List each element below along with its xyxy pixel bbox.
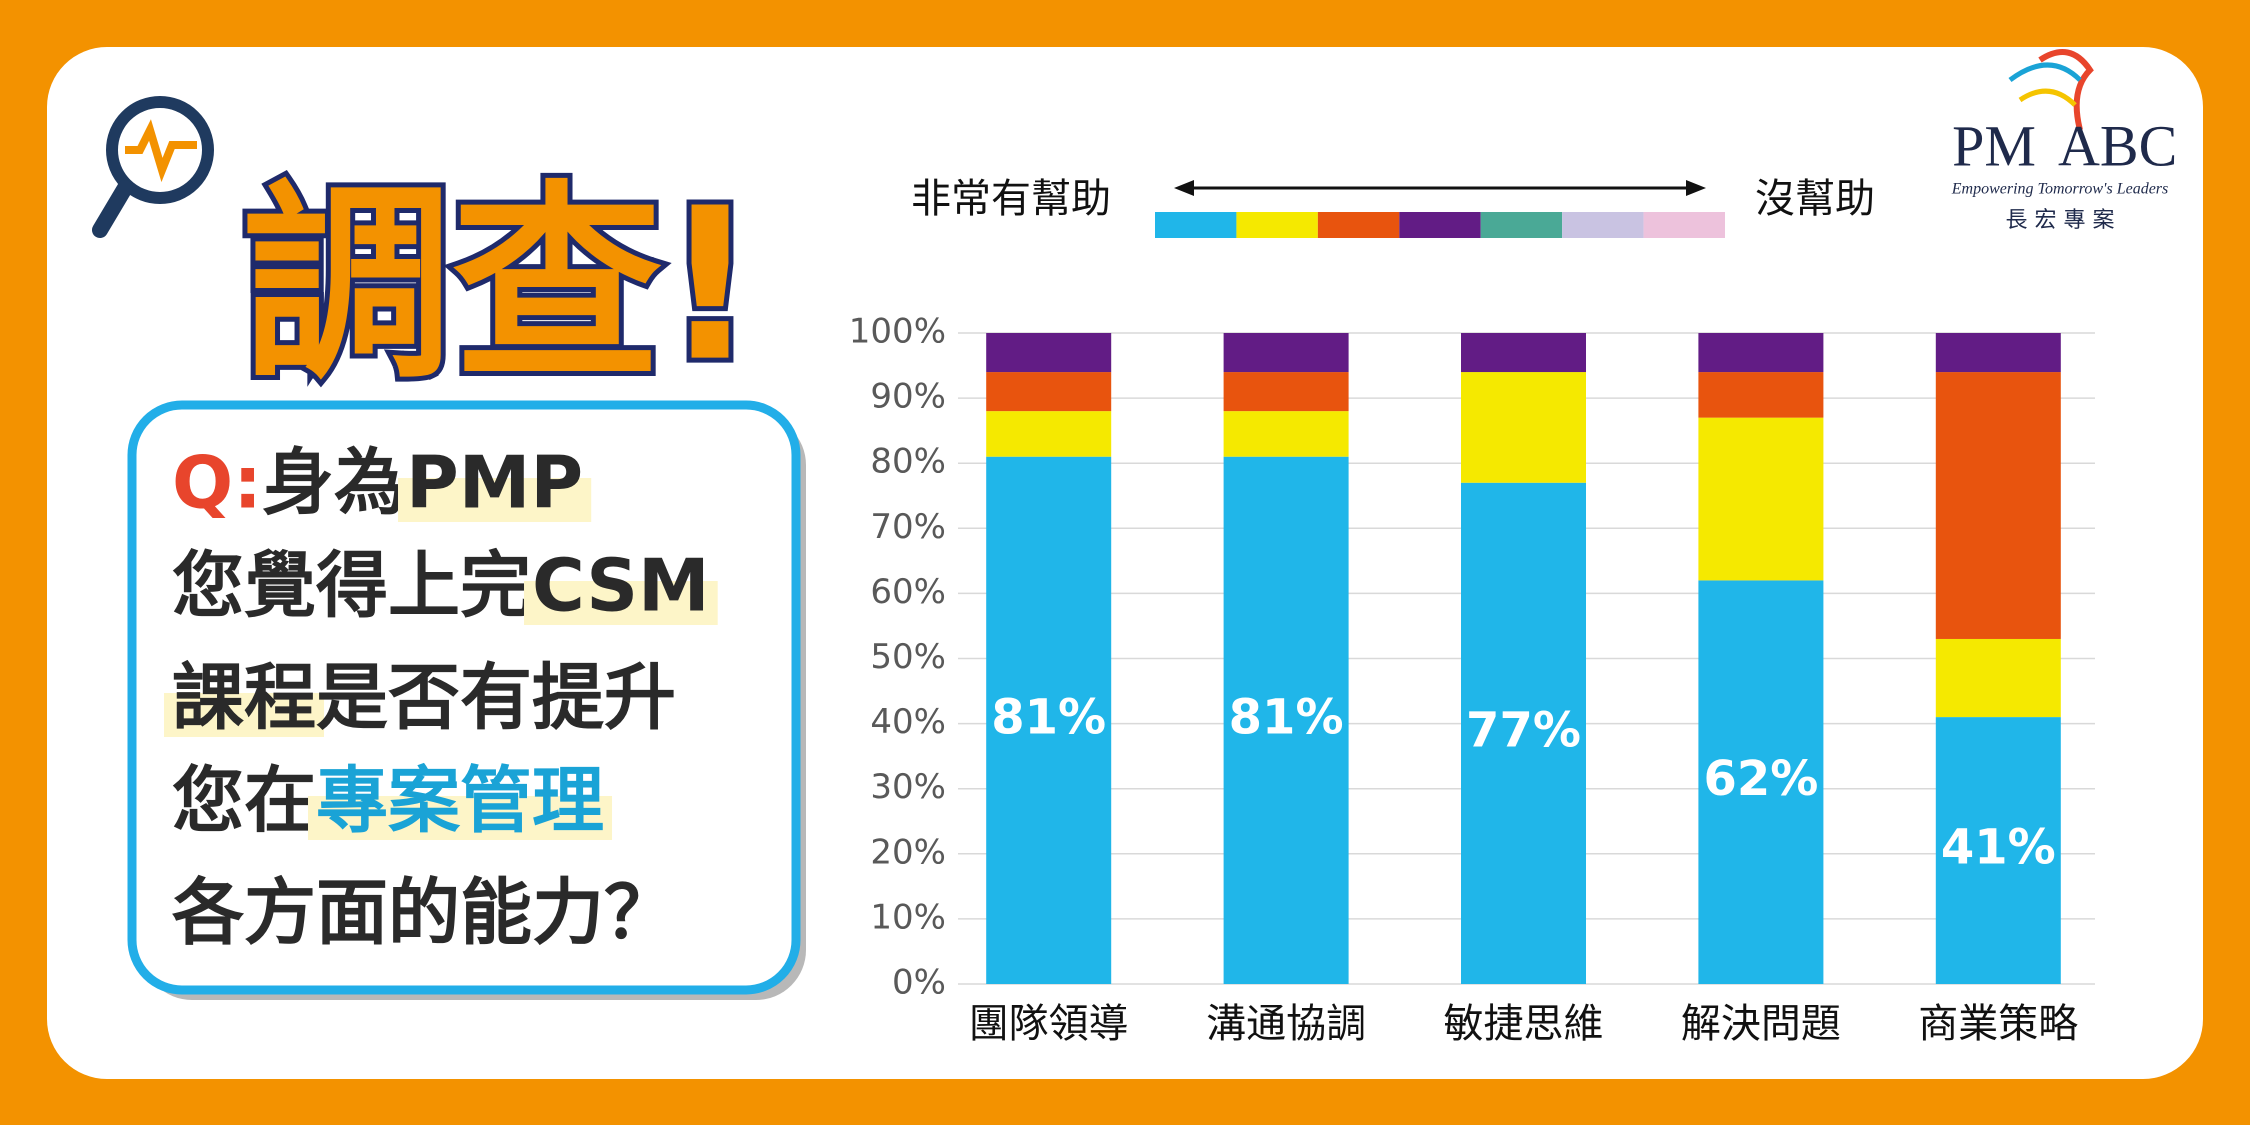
- highlight: [308, 796, 613, 840]
- magnifier-icon: [92, 96, 214, 238]
- bar-segment: [986, 456, 1112, 984]
- question-box: [127, 400, 801, 995]
- poster-title: 調查!: [242, 163, 758, 408]
- bar-segment: [1935, 372, 2061, 639]
- legend-swatch: [1562, 212, 1644, 238]
- bar-segment: [1461, 333, 1586, 373]
- value-label: 81%: [991, 689, 1106, 745]
- y-tick-label: 50%: [870, 637, 946, 677]
- logo: PM ABC Empowering Tomorrow's Leaders 長 宏…: [1951, 49, 2177, 233]
- question-text: 各方面的能力？: [172, 871, 676, 955]
- legend-label: 非常有幫助: [911, 176, 1111, 222]
- logo-mark: ABC: [2058, 113, 2177, 178]
- value-label: 81%: [1229, 689, 1344, 745]
- bar-segment: [1698, 333, 1824, 373]
- bar-segment: [986, 411, 1112, 457]
- bar-segment: [1223, 456, 1349, 984]
- bar-segment: [1935, 717, 2061, 984]
- logo-tagline: Empowering Tomorrow's Leaders: [1951, 181, 2169, 198]
- bar-segment: [1698, 580, 1824, 984]
- x-tick-label: 敏捷思維: [1444, 1001, 1604, 1047]
- bar-segment: [1698, 372, 1824, 418]
- x-tick-label: 解決問題: [1681, 1001, 1841, 1047]
- bar-segment: [1461, 372, 1586, 483]
- bar-segment: [1223, 333, 1349, 373]
- question-text: PMP: [406, 441, 583, 525]
- legend-swatch: [1317, 212, 1400, 238]
- logo-name: 長 宏 專 案: [2006, 208, 2115, 233]
- y-tick-label: 90%: [870, 377, 946, 417]
- bar-segment: [986, 372, 1112, 412]
- y-tick-label: 40%: [870, 702, 946, 742]
- legend-label: 沒幫助: [1755, 176, 1875, 222]
- bar-segment: [1698, 417, 1824, 581]
- legend-swatch: [1155, 212, 1237, 238]
- logo-mark: PM: [1952, 113, 2036, 178]
- y-tick-label: 10%: [870, 897, 946, 937]
- highlight: [164, 693, 325, 737]
- question-text: 課程: [172, 656, 316, 740]
- y-tick-label: 100%: [849, 312, 946, 352]
- bar-segment: [1935, 333, 2061, 373]
- value-label: 77%: [1466, 702, 1581, 758]
- chart: 0% 10% 20% 30% 40% 50% 60% 70% 80% 90% 100% 非常有幫助 沒幫…: [849, 176, 2095, 1047]
- x-tick-label: 商業策略: [1918, 1001, 2078, 1047]
- legend-swatch: [1480, 212, 1563, 238]
- bar-segment: [1223, 411, 1349, 457]
- y-tick-label: 70%: [870, 507, 946, 547]
- value-label: 41%: [1941, 820, 2056, 876]
- legend-swatch: [1236, 212, 1318, 238]
- y-tick-label: 60%: [870, 572, 946, 612]
- y-tick-label: 80%: [870, 442, 946, 482]
- value-label: 62%: [1703, 751, 1818, 807]
- question-text: 是否有提升: [316, 656, 676, 740]
- y-tick-label: 30%: [870, 767, 946, 807]
- question-text: CSM: [532, 544, 710, 628]
- highlight: [524, 581, 718, 625]
- question-text: Q:: [172, 441, 262, 525]
- legend-swatch: [1399, 212, 1481, 238]
- legend-swatch: [1643, 212, 1725, 238]
- bar-segment: [1223, 372, 1349, 412]
- question-text: 身為: [262, 441, 406, 525]
- y-tick-label: 20%: [870, 832, 946, 872]
- bar-segment: [1461, 482, 1586, 984]
- x-tick-label: 團隊領導: [969, 1001, 1129, 1047]
- y-tick-label: 0%: [892, 963, 946, 1003]
- x-tick-label: 溝通協調: [1206, 1001, 1366, 1047]
- bar-segment: [986, 333, 1112, 373]
- question-text: 專案管理: [316, 759, 604, 843]
- question-text: 您覺得上完: [172, 544, 532, 628]
- bar-segment: [1935, 638, 2061, 718]
- question-text: 您在: [172, 759, 316, 843]
- highlight: [398, 478, 592, 522]
